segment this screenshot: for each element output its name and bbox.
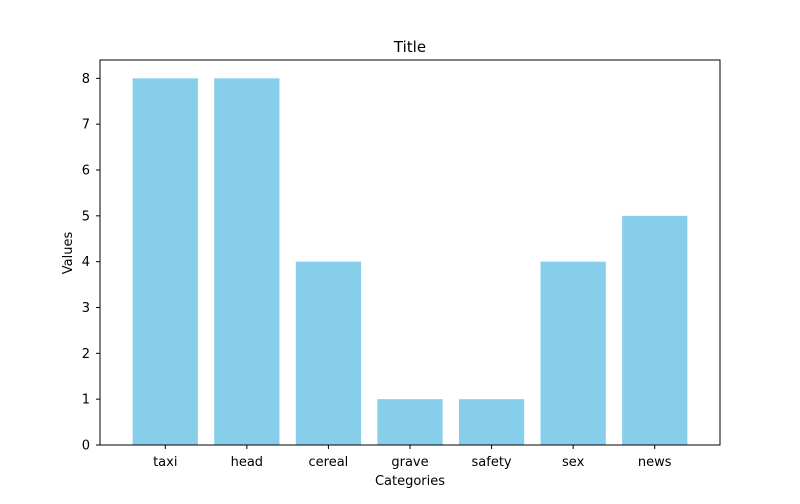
y-tick-label-4: 4 [82,255,90,270]
y-axis: 0 1 2 3 4 5 6 7 8 [82,72,100,454]
y-tick-label-3: 3 [82,301,90,316]
y-tick-label-1: 1 [82,393,90,408]
x-tick-label-cereal: cereal [309,455,349,470]
x-tick-label-safety: safety [472,455,512,470]
bar-sex [540,261,606,445]
bar-news [622,215,688,445]
y-tick-label-8: 8 [82,72,90,87]
x-tick-label-news: news [638,455,672,470]
chart-title: Title [393,38,426,56]
y-tick-label-7: 7 [82,118,90,133]
bar-taxi [132,78,198,445]
x-tick-label-head: head [231,455,263,470]
x-tick-label-sex: sex [562,455,585,470]
y-tick-label-0: 0 [82,439,90,454]
x-axis-label: Categories [375,474,445,489]
bar-cereal [295,261,362,445]
y-tick-label-5: 5 [82,209,90,224]
y-tick-label-2: 2 [82,347,90,362]
y-tick-label-6: 6 [82,164,90,179]
x-tick-label-grave: grave [391,455,428,470]
y-axis-label: Values [61,232,76,275]
bar-grave [377,399,443,445]
bar-safety [458,399,525,445]
x-axis: taxi head cereal grave safety sex news [153,445,672,470]
bar-head [214,78,280,445]
x-tick-label-taxi: taxi [153,455,177,470]
bars-layer [132,78,688,445]
